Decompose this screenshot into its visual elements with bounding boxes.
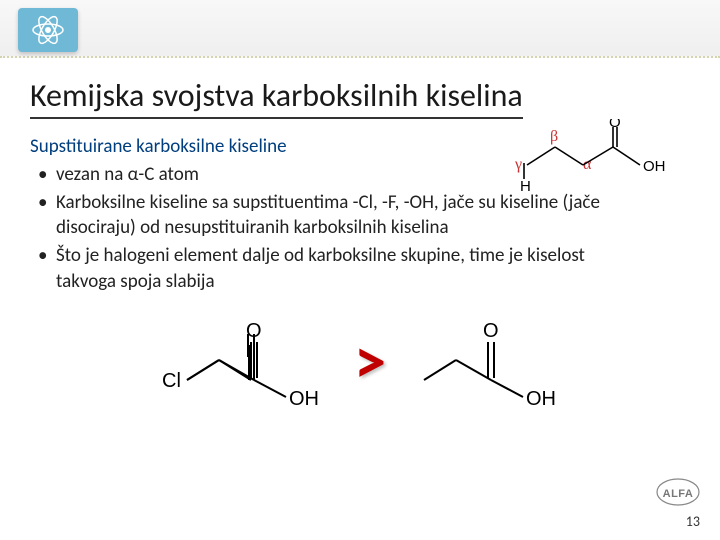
acetic-structure: O OH [406,312,566,412]
bullet-item: vezan na α-C atom [38,162,690,188]
header-band [0,0,720,58]
svg-text:OH: OH [526,388,556,410]
atom-logo [18,8,78,52]
svg-text:O: O [246,320,262,342]
greater-than-symbol: > [354,330,386,394]
content-area: γ β α O OH H Supstituirane karboksilne k… [0,119,720,412]
comparison-row: Cl O OH > O [30,312,690,412]
svg-text:OH: OH [289,388,319,410]
bullet-item: Karboksilne kiseline sa supstituentima -… [38,190,638,241]
page-title: Kemijska svojstva karboksilnih kiselina [30,76,523,119]
footer-logo: ALFA [656,478,700,510]
svg-text:O: O [483,320,499,342]
atom-icon [30,12,66,48]
bullet-item: Što je halogeni element dalje od karboks… [38,243,638,294]
svg-text:β: β [550,128,558,145]
svg-text:O: O [609,119,621,131]
svg-text:Cl: Cl [162,370,181,392]
svg-text:ALFA: ALFA [663,488,694,500]
page-number: 13 [686,513,700,530]
chloroacetic-structure: Cl O OH [154,312,334,412]
bullet-list: vezan na α-C atom Karboksilne kiseline s… [30,162,690,294]
